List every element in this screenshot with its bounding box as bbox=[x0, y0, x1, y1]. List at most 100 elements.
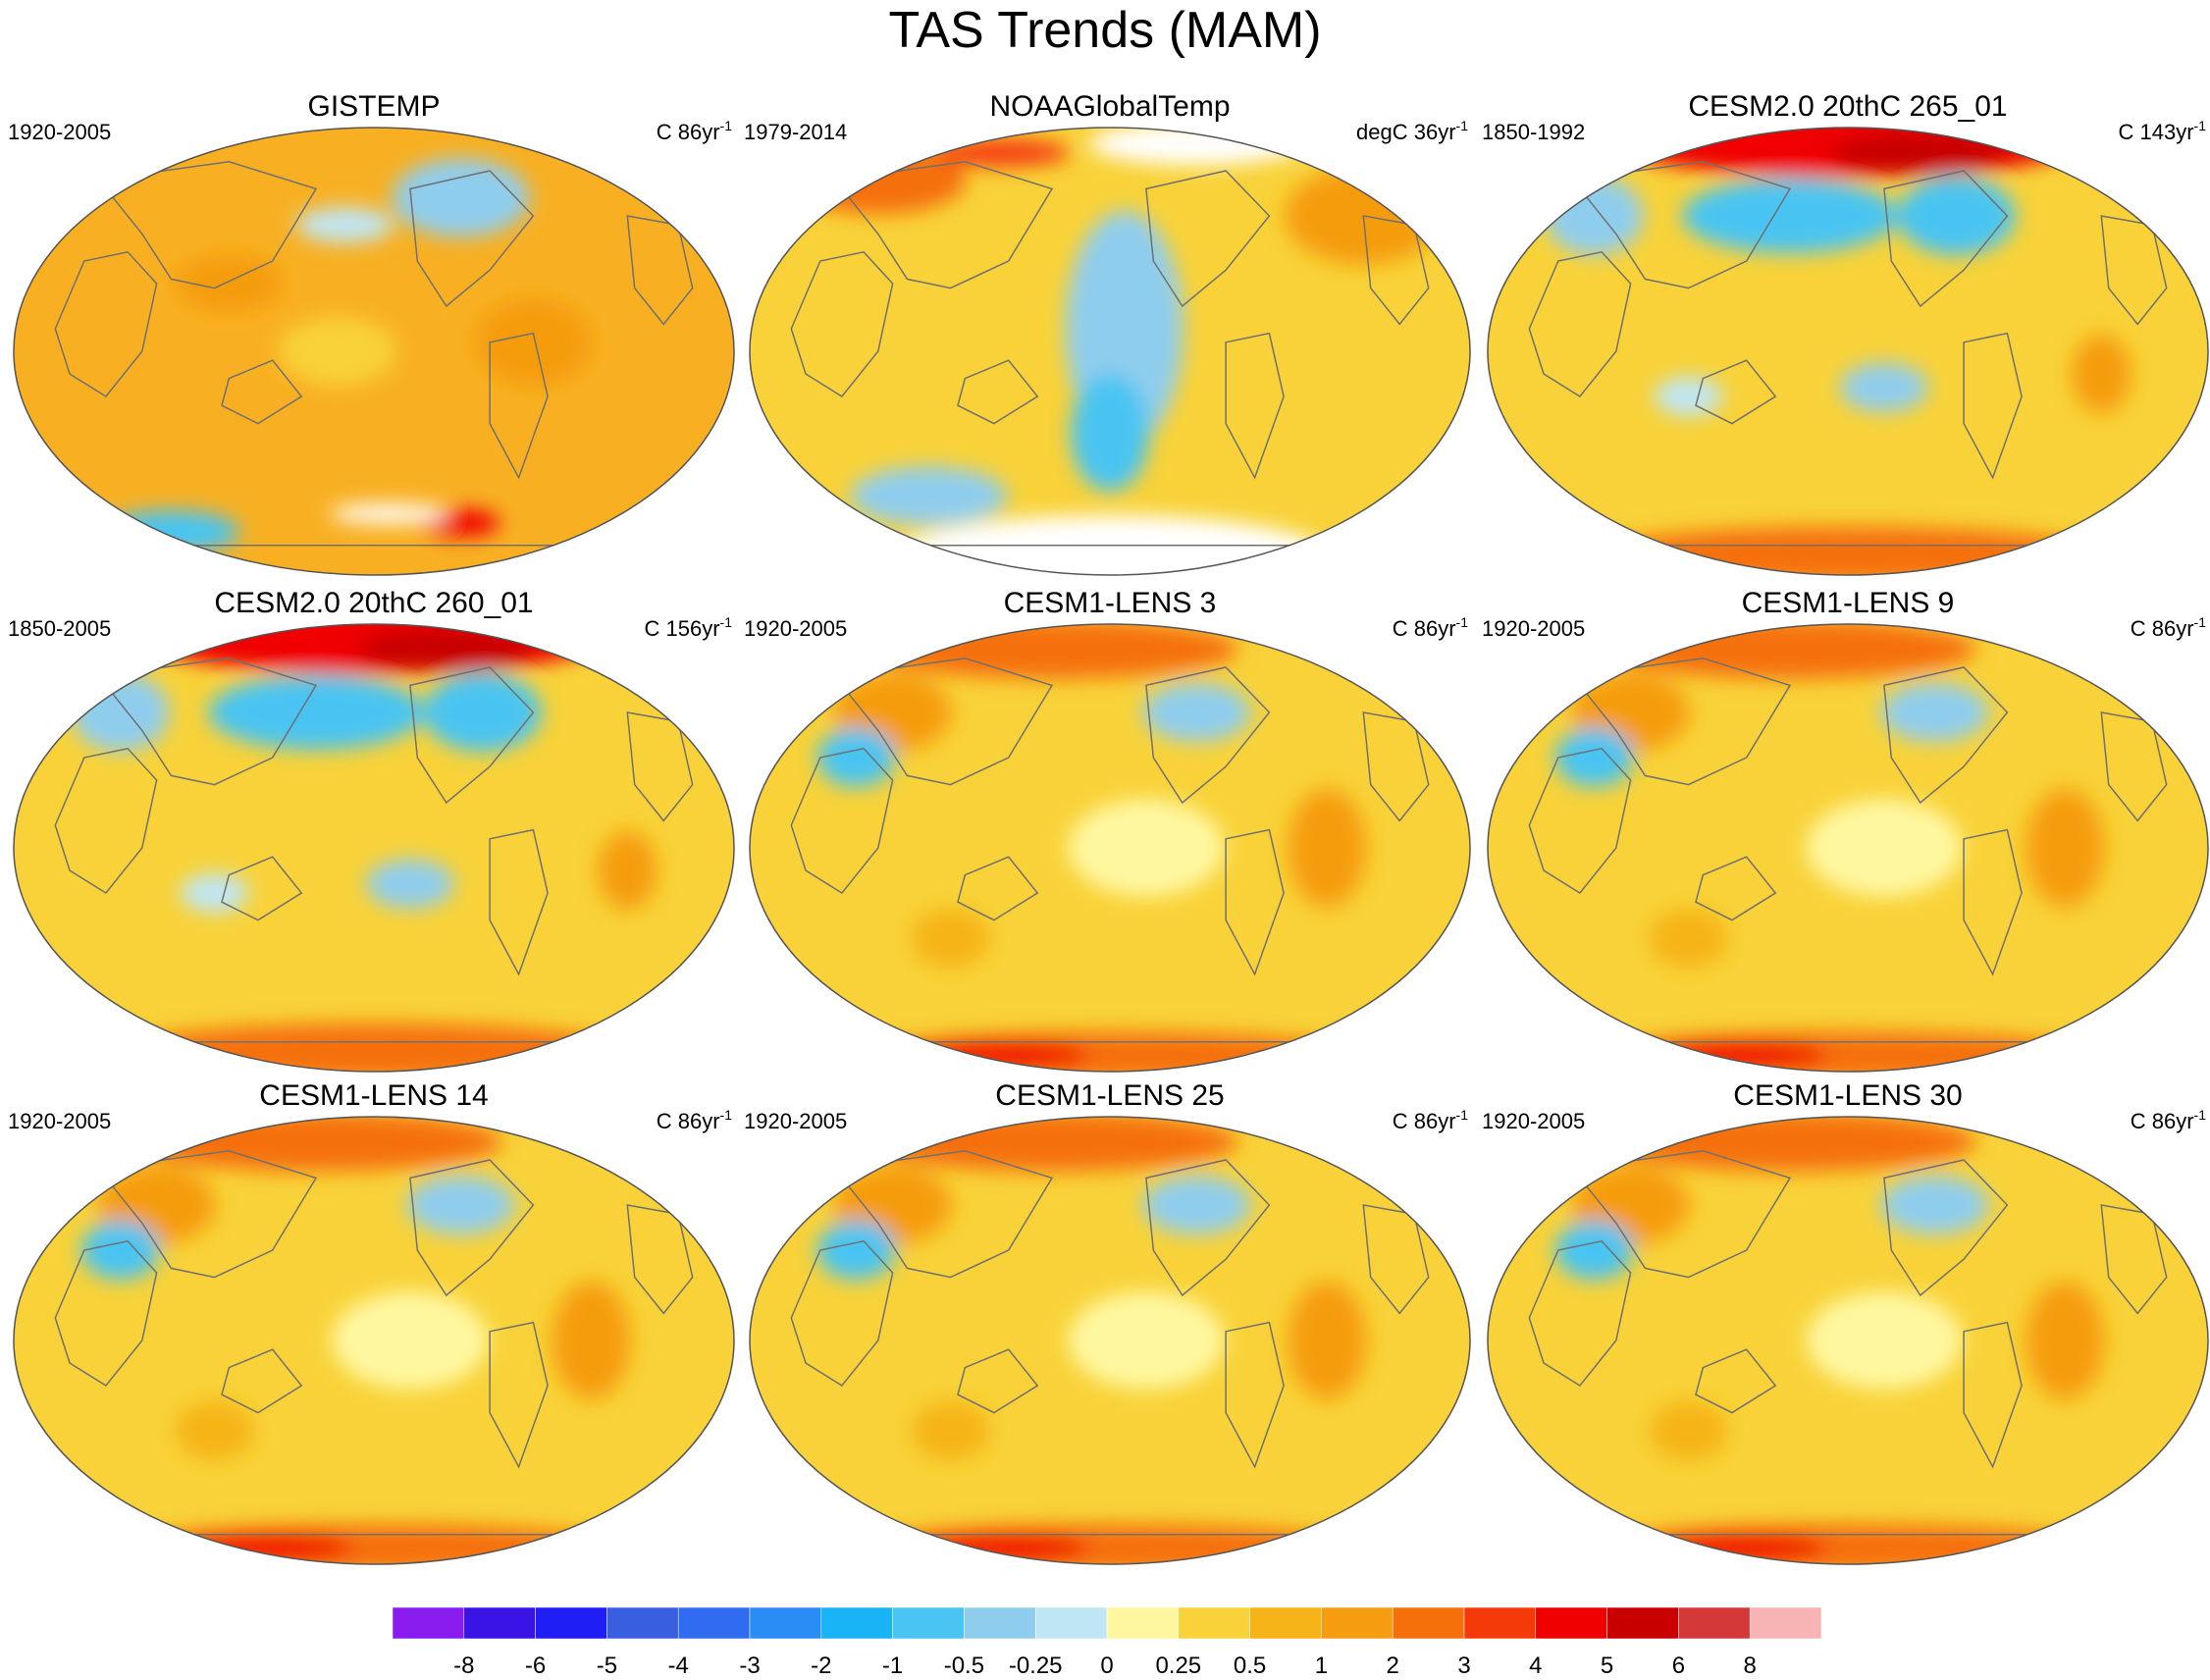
panel-units: C 86yr-1 bbox=[1392, 1107, 1468, 1133]
trend-anomaly bbox=[329, 503, 447, 524]
coastline bbox=[1883, 170, 2009, 308]
trend-anomaly bbox=[2072, 335, 2131, 413]
colorbar-box bbox=[1749, 1606, 1821, 1640]
coastline bbox=[790, 747, 894, 894]
colorbar-label: 1 bbox=[1314, 1653, 1329, 1679]
coastline bbox=[489, 1321, 549, 1469]
map-border bbox=[749, 623, 1471, 1073]
coastline bbox=[1225, 1321, 1285, 1469]
trend-anomaly bbox=[129, 1117, 502, 1172]
colorbar-label: 2 bbox=[1386, 1653, 1399, 1679]
coastline bbox=[1145, 1159, 1271, 1297]
robinson-map bbox=[749, 127, 1471, 576]
coastline bbox=[1963, 332, 2023, 480]
colorbar-label: -0.5 bbox=[943, 1653, 985, 1679]
colorbar-box bbox=[606, 1606, 679, 1640]
trend-anomaly bbox=[850, 466, 1008, 526]
map-border bbox=[749, 1116, 1471, 1565]
colorbar-label: 6 bbox=[1671, 1653, 1686, 1679]
panel-period: 1920-2005 bbox=[1482, 616, 1586, 641]
panel-period: 1920-2005 bbox=[1482, 1109, 1586, 1133]
coastline bbox=[489, 332, 549, 480]
trend-anomaly bbox=[1805, 1291, 1963, 1390]
map-panel: CESM1-LENS 14 1920-2005 C 86yr-1 bbox=[6, 1079, 742, 1575]
trend-anomaly bbox=[932, 138, 1071, 167]
coastline bbox=[1695, 1348, 1777, 1414]
colorbar-label: -3 bbox=[739, 1653, 761, 1679]
map-panel: CESM1-LENS 3 1920-2005 C 86yr-1 bbox=[742, 587, 1478, 1082]
trend-anomaly bbox=[816, 728, 896, 787]
robinson-map bbox=[749, 623, 1471, 1073]
robinson-map bbox=[1487, 1116, 2209, 1565]
trend-anomaly bbox=[1880, 683, 1989, 742]
trend-anomaly bbox=[423, 673, 542, 752]
trend-anomaly bbox=[1071, 373, 1149, 492]
colorbar-label: -6 bbox=[524, 1653, 547, 1679]
trend-anomaly bbox=[2026, 789, 2105, 907]
coastline bbox=[1883, 666, 2009, 805]
trend-anomaly bbox=[180, 873, 249, 913]
trend-anomaly bbox=[913, 1534, 1090, 1562]
panel-title: CESM2.0 20thC 260_01 bbox=[214, 587, 534, 619]
colorbar-box bbox=[749, 1606, 822, 1640]
coastline bbox=[1528, 250, 1632, 397]
coastline bbox=[97, 1150, 318, 1279]
colorbar-box bbox=[1178, 1606, 1250, 1640]
robinson-map bbox=[1487, 623, 2209, 1073]
panel-title: CESM2.0 20thC 265_01 bbox=[1688, 90, 2008, 123]
trend-anomaly bbox=[392, 158, 530, 237]
panel-title: NOAAGlobalTemp bbox=[989, 90, 1231, 123]
colorbar-box bbox=[1392, 1606, 1465, 1640]
trend-anomaly bbox=[80, 1221, 160, 1280]
panel-units: C 86yr-1 bbox=[1392, 614, 1468, 641]
colorbar-label: -1 bbox=[881, 1653, 904, 1679]
trend-anomaly bbox=[331, 1291, 489, 1390]
coastline bbox=[833, 657, 1054, 786]
colorbar-label: -0.25 bbox=[1008, 1653, 1063, 1679]
trend-anomaly bbox=[406, 1176, 515, 1234]
coastline bbox=[221, 856, 303, 921]
map-border bbox=[13, 623, 735, 1073]
trend-anomaly bbox=[1805, 799, 1963, 897]
map-border bbox=[1487, 127, 2209, 576]
trend-anomaly bbox=[552, 1282, 631, 1399]
panel-period: 1920-2005 bbox=[744, 616, 848, 641]
colorbar-box bbox=[964, 1606, 1036, 1640]
map-border bbox=[1487, 1116, 2209, 1565]
coastline bbox=[833, 1150, 1054, 1279]
trend-anomaly bbox=[911, 1401, 990, 1460]
colorbar-box bbox=[1535, 1606, 1607, 1640]
panel-title: CESM1-LENS 14 bbox=[259, 1079, 489, 1112]
colorbar-box bbox=[1606, 1606, 1679, 1640]
trend-anomaly bbox=[1654, 377, 1723, 416]
colorbar-box bbox=[535, 1606, 607, 1640]
colorbar-box bbox=[1678, 1606, 1751, 1640]
panel-period: 1979-2014 bbox=[744, 120, 848, 144]
trend-anomaly bbox=[175, 1401, 254, 1460]
trend-anomaly bbox=[1897, 177, 2016, 255]
colorbar-label: 0 bbox=[1100, 1653, 1114, 1679]
trend-anomaly bbox=[1651, 1534, 1828, 1562]
coastline bbox=[1695, 359, 1777, 425]
panel-units: C 86yr-1 bbox=[656, 1107, 732, 1133]
panel-title: CESM1-LENS 30 bbox=[1733, 1079, 1963, 1112]
coastline bbox=[1528, 1239, 1632, 1387]
trend-anomaly bbox=[1142, 683, 1251, 742]
coastline bbox=[54, 250, 158, 397]
colorbar-box bbox=[1321, 1606, 1394, 1640]
colorbar-label: 5 bbox=[1600, 1653, 1614, 1679]
colorbar-box bbox=[892, 1606, 965, 1640]
trend-anomaly bbox=[295, 207, 395, 243]
trend-anomaly bbox=[1067, 1291, 1225, 1390]
panel-units: C 86yr-1 bbox=[2130, 1107, 2206, 1133]
map-border bbox=[749, 127, 1471, 576]
colorbar-label: 8 bbox=[1743, 1653, 1757, 1679]
panel-units: C 156yr-1 bbox=[644, 614, 733, 641]
trend-anomaly bbox=[1880, 1176, 1989, 1234]
trend-anomaly bbox=[1603, 1117, 1976, 1172]
map-panel: NOAAGlobalTemp 1979-2014 degC 36yr-1 bbox=[742, 90, 1478, 586]
coastline bbox=[1695, 856, 1777, 921]
robinson-map bbox=[749, 1116, 1471, 1565]
robinson-map bbox=[13, 1116, 735, 1565]
colorbar-box bbox=[1106, 1606, 1180, 1640]
